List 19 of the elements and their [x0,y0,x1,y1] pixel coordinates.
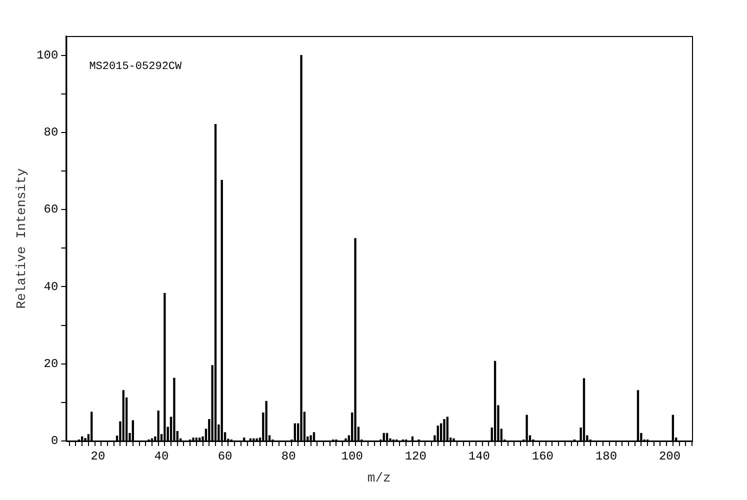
y-tick-label: 20 [44,357,58,372]
x-tick-label: 200 [658,449,681,464]
x-tick-label: 160 [532,449,554,464]
x-tick-label: 120 [404,449,426,464]
x-tick-label: 40 [154,449,169,464]
y-axis-title: Relative Intensity [14,168,30,309]
x-tick-label: 180 [595,449,618,464]
y-tick-label: 80 [44,126,58,140]
y-tick-label: 60 [44,202,58,217]
x-tick-label: 140 [468,449,490,464]
x-tick-label: 80 [281,449,296,464]
x-axis-title: m/z [367,470,391,486]
annotation: MS2015-05292CW [89,61,182,73]
y-tick-label: 0 [51,434,58,448]
x-tick-label: 100 [341,449,363,464]
x-tick-label: 60 [218,449,232,464]
y-tick-label: 100 [36,48,58,62]
y-tick-label: 40 [44,280,58,294]
x-tick-label: 20 [90,449,106,464]
